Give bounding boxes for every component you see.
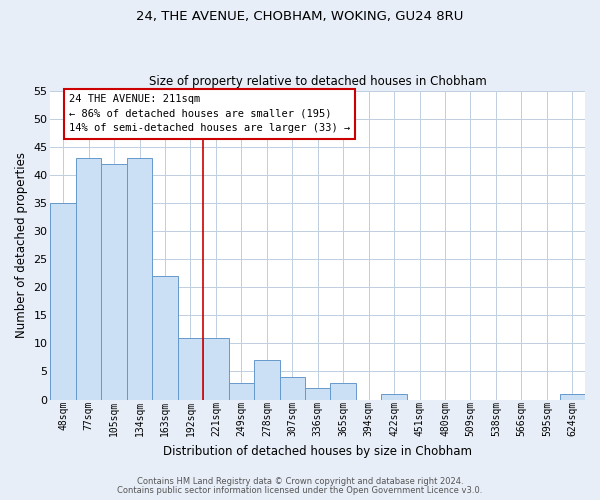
Bar [152, 276, 178, 400]
Y-axis label: Number of detached properties: Number of detached properties [15, 152, 28, 338]
X-axis label: Distribution of detached houses by size in Chobham: Distribution of detached houses by size … [163, 444, 472, 458]
Bar [382, 394, 407, 400]
Bar [127, 158, 152, 400]
Bar [560, 394, 585, 400]
Bar [178, 338, 203, 400]
Text: Contains HM Land Registry data © Crown copyright and database right 2024.: Contains HM Land Registry data © Crown c… [137, 477, 463, 486]
Bar [280, 377, 305, 400]
Text: 24 THE AVENUE: 211sqm
← 86% of detached houses are smaller (195)
14% of semi-det: 24 THE AVENUE: 211sqm ← 86% of detached … [69, 94, 350, 134]
Bar [331, 382, 356, 400]
Text: Contains public sector information licensed under the Open Government Licence v3: Contains public sector information licen… [118, 486, 482, 495]
Bar [305, 388, 331, 400]
Bar [254, 360, 280, 400]
Text: 24, THE AVENUE, CHOBHAM, WOKING, GU24 8RU: 24, THE AVENUE, CHOBHAM, WOKING, GU24 8R… [136, 10, 464, 23]
Bar [76, 158, 101, 400]
Bar [101, 164, 127, 400]
Bar [50, 203, 76, 400]
Bar [203, 338, 229, 400]
Title: Size of property relative to detached houses in Chobham: Size of property relative to detached ho… [149, 76, 487, 88]
Bar [229, 382, 254, 400]
